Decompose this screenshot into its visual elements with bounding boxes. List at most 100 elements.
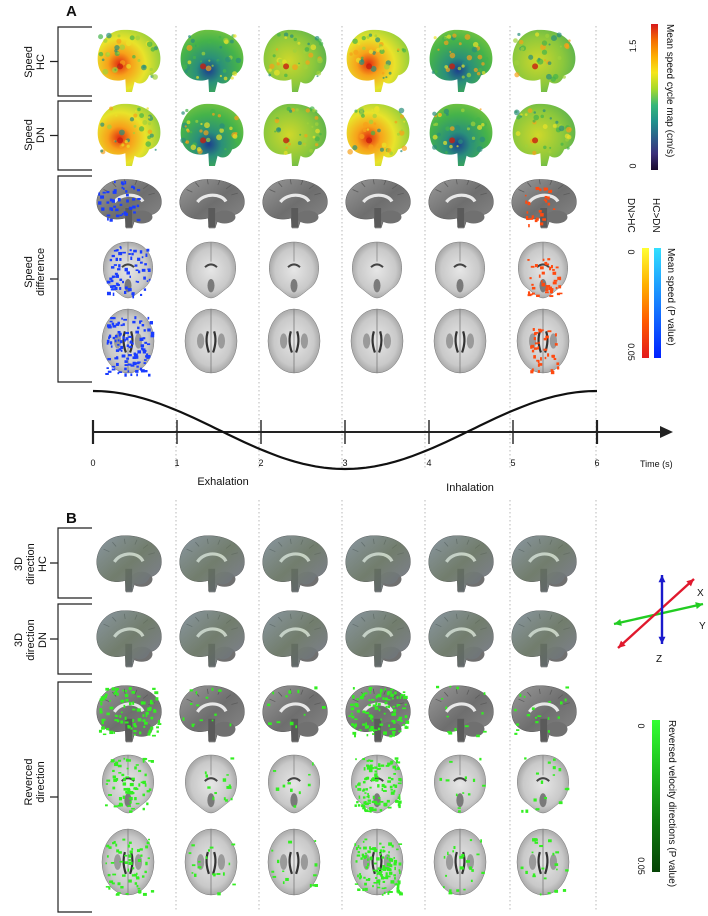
axis-y-label: Y xyxy=(699,621,706,632)
reversed-green-sagittal-5-voxel-14 xyxy=(516,729,520,731)
reversed-green-sagittal-0-voxel-9 xyxy=(156,730,159,733)
speed-diff-blue-sagittal xyxy=(98,180,141,222)
reversed-green-sagittal-0-voxel-38 xyxy=(99,698,104,702)
speed-diff-sagittal-2-gyrus-1 xyxy=(278,182,283,188)
reversed-green-sagittal-3-voxel-55 xyxy=(352,687,355,690)
reversed-green-sagittal-3-voxel-39 xyxy=(392,733,395,737)
speed-dn-brain-2-speckle-17 xyxy=(314,115,319,120)
reversed-green-coronal-0-voxel-41 xyxy=(142,759,145,763)
reversed-axial-2-thalamus-l xyxy=(279,854,288,870)
speed-hc-brain-4-speckle-21 xyxy=(446,34,452,39)
reversed-green-coronal-1-voxel-12 xyxy=(226,786,230,789)
speed-diff-blue-sagittal-voxel-40 xyxy=(131,185,134,188)
reversed-green-sagittal-3-voxel-15 xyxy=(382,697,385,700)
reversed-green-sagittal-3-voxel-106 xyxy=(390,691,392,694)
reversed-green-axial-0-voxel-27 xyxy=(115,843,118,847)
speed-hc-brain-2-speckle-12 xyxy=(282,59,287,65)
reversed-green-coronal-3-voxel-33 xyxy=(395,799,399,803)
reversed-green-sagittal-3-voxel-11 xyxy=(371,719,374,722)
reversed-green-coronal-4 xyxy=(439,757,486,813)
speed-dn-brain-2-speckle-24 xyxy=(275,127,282,133)
reversed-green-coronal-3-voxel-112 xyxy=(370,807,374,812)
reversed-green-axial-3-voxel-72 xyxy=(378,871,383,873)
speed-diff-coronal-2-ventricles xyxy=(287,263,301,268)
speed-hc-brain-0-speckle-14 xyxy=(101,58,105,62)
speed-diff-blue-coronal-voxel-9 xyxy=(117,284,120,287)
speed-diff-blue-axial-voxel-67 xyxy=(105,372,109,375)
reversed-green-axial-3-voxel-1 xyxy=(357,845,360,849)
reversed-green-coronal-3-voxel-44 xyxy=(356,801,359,804)
speed-dn-brain-1-speckle-32 xyxy=(203,130,209,136)
speed-diff-blue-axial-voxel-4 xyxy=(130,373,133,377)
reversed-green-axial-3-voxel-24 xyxy=(388,868,392,872)
speed-diff-orange-axial-voxel-33 xyxy=(556,362,560,366)
row-label-direction-hc-line-0: 3D xyxy=(13,557,25,571)
speed-diff-blue-coronal-voxel-40 xyxy=(114,286,118,291)
timeline-tick-label-4: 4 xyxy=(426,458,431,468)
speed-diff-orange-coronal-voxel-39 xyxy=(531,292,535,295)
reversed-green-coronal-1-voxel-9 xyxy=(223,797,226,801)
direction-hc-tint-3 xyxy=(345,535,411,592)
speed-dn-brain-3-speckle-12 xyxy=(373,122,377,126)
reversed-green-axial-5-voxel-10 xyxy=(531,851,534,854)
speed-diff-orange-sagittal-voxel-6 xyxy=(543,199,547,201)
speed-hc-brain-5-speckle-31 xyxy=(552,73,559,80)
reversed-green-sagittal-1-voxel-4 xyxy=(195,691,198,695)
speed-hc-brain-4-speckle-20 xyxy=(481,71,486,75)
speed-dn-brain-1-speckle-3 xyxy=(210,108,216,115)
speed-dn-brain-5-speckle-26 xyxy=(513,109,520,116)
speed-diff-sagittal-4-gyrus-0 xyxy=(435,189,442,193)
reversed-green-axial-3-voxel-75 xyxy=(376,872,379,875)
speed-hc-brain-1-speckle-14 xyxy=(229,39,234,44)
reversed-green-axial-4-voxel-8 xyxy=(445,874,448,877)
speed-diff-blue-axial-voxel-17 xyxy=(115,323,120,326)
speed-diff-sagittal-0-gyrus-5 xyxy=(148,192,155,196)
speed-dn-brain-0-outline xyxy=(97,103,161,166)
reversed-green-coronal-4-voxel-4 xyxy=(479,757,482,761)
row-label-reversed-direction: Reverced direction xyxy=(23,758,47,805)
reversed-green-sagittal-0-voxel-55 xyxy=(150,726,154,730)
reversed-green-axial-5-voxel-8 xyxy=(532,873,536,877)
speed-diff-blue-sagittal-voxel-12 xyxy=(119,214,123,217)
speed-dn-brain-1-speckle-12 xyxy=(185,108,189,113)
reversed-green-axial-0-voxel-57 xyxy=(127,844,130,848)
speed-hc-brain-5-speckle-15 xyxy=(535,32,540,37)
speed-diff-orange-axial-voxel-8 xyxy=(544,356,547,360)
speed-hc-brain-0-speckle-21 xyxy=(126,63,131,69)
reversed-green-sagittal-5-voxel-15 xyxy=(535,716,537,719)
reversed-green-axial-0-voxel-38 xyxy=(109,880,114,884)
reversed-green-sagittal-4-voxel-5 xyxy=(447,730,451,733)
reversed-sagittal-5-gyrus-1 xyxy=(527,691,532,697)
speed-diff-orange-axial-voxel-17 xyxy=(540,329,544,331)
reversed-green-axial-2-voxel-7 xyxy=(272,875,277,878)
reversed-green-coronal-0-voxel-56 xyxy=(119,797,122,801)
speed-hc-brain-2-speckle-6 xyxy=(269,63,275,70)
pvalue-left-label: DN>HC xyxy=(625,198,636,233)
speed-dn-brain-0-speckle-29 xyxy=(118,129,125,136)
speed-hc-brain-1-speckle-21 xyxy=(184,69,188,74)
reversed-green-coronal-3-voxel-15 xyxy=(367,795,370,799)
reversed-green-sagittal-0-voxel-16 xyxy=(120,711,123,714)
reversed-green-sagittal-3-voxel-105 xyxy=(390,693,394,697)
reversed-green-coronal-1-voxel-7 xyxy=(214,792,217,795)
timeline: 0 1 2 3 4 5 6 Time (s)Exhalation Inhalation xyxy=(90,389,673,494)
reversed-green-sagittal-0-voxel-24 xyxy=(101,720,104,725)
speed-hc-brain-4-speckle-18 xyxy=(484,57,489,61)
speed-diff-sagittal-2 xyxy=(262,179,328,229)
speed-diff-sagittal-1-corpus-callosum xyxy=(196,193,228,204)
reversed-green-coronal-0-voxel-36 xyxy=(110,759,115,763)
reversed-green-coronal-3-voxel-72 xyxy=(364,777,368,781)
direction-dn-brain-2 xyxy=(262,610,328,668)
reversed-green-axial-3 xyxy=(354,838,403,896)
speed-dn-brain-2-speckle-11 xyxy=(314,136,320,142)
speed-dn-brain-0-speckle-30 xyxy=(133,124,137,128)
reversed-coronal-1-outline xyxy=(185,754,237,814)
reversed-colorbar-label: Reversed velocity directions (P value) xyxy=(666,720,677,887)
speed-diff-blue-coronal-voxel-34 xyxy=(141,268,146,272)
reversed-green-axial-3-voxel-51 xyxy=(379,842,382,845)
reversed-sagittal-3-gyrus-3 xyxy=(383,689,387,695)
row-label-speed-difference-line-1: difference xyxy=(35,248,47,296)
reversed-green-axial-1-voxel-4 xyxy=(191,864,196,867)
speed-diff-sagittal-3-gyrus-1 xyxy=(361,182,366,188)
reversed-green-axial-1-voxel-17 xyxy=(216,873,221,875)
